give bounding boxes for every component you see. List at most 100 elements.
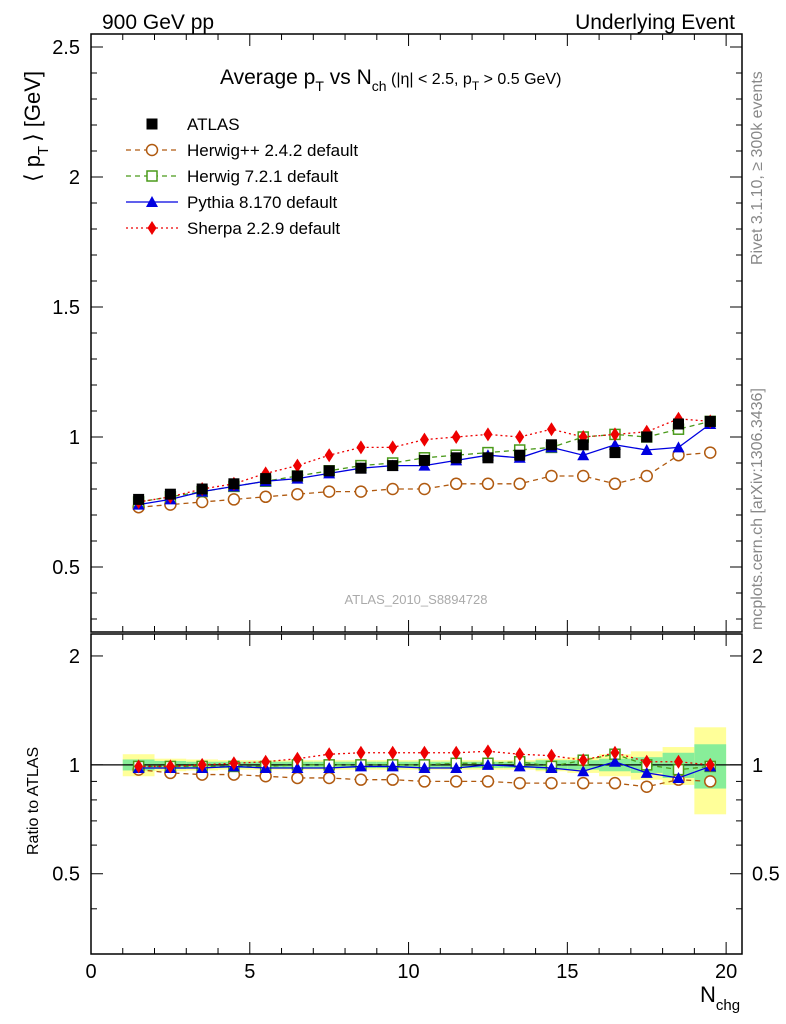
data-point [610,745,620,760]
data-point [703,446,717,459]
main-series-layer [132,411,717,514]
data-point [576,469,590,483]
legend: ATLAS Herwig++ 2.4.2 default Herwig 7.2.1 … [126,115,358,238]
data-point [356,440,366,455]
data-point [354,485,368,498]
main-y-tick-label: 0.5 [52,557,80,579]
data-point [418,454,430,466]
data-point [228,478,240,490]
legend-marker [146,118,158,130]
legend-entry: ATLAS [146,115,240,134]
data-point [608,438,621,450]
legend-entry: Sherpa 2.2.9 default [126,219,340,238]
plot-title: Average pT vs Nch (|η| < 2.5, pT > 0.5 G… [220,66,561,94]
main-series-herwig [132,446,717,514]
legend-marker [145,143,159,157]
ratio-y-tick-label-left: 1 [69,755,80,777]
data-point [324,448,334,463]
data-point [323,762,336,774]
data-point [640,469,653,483]
x-tick-label: 0 [85,961,96,983]
legend-marker [146,196,158,207]
data-point [449,775,463,788]
data-point [354,760,367,772]
ratio-y-tick-label-right: 0.5 [752,864,780,886]
main-y-tick-label: 2.5 [52,37,80,59]
data-point [387,460,399,472]
data-point [261,754,271,769]
ratio-y-tick-label-right: 1 [752,755,763,777]
data-point [386,773,399,786]
data-point [513,760,526,772]
data-point [577,765,590,777]
header-left: 900 GeV pp [102,11,214,34]
data-point [386,482,399,496]
data-point [354,773,368,786]
data-point [259,490,272,504]
data-point [165,759,175,774]
data-point [133,493,145,505]
data-point [576,776,590,790]
data-point [164,488,176,500]
data-point [608,477,622,491]
data-point [481,477,495,491]
data-point [449,477,463,491]
data-point [291,771,304,785]
data-point [451,745,461,760]
data-point [545,469,558,483]
data-point [419,745,429,760]
data-point [483,427,493,442]
data-point [323,465,335,477]
legend-marker [146,170,158,182]
data-point [481,775,495,788]
data-point [450,452,462,464]
data-point [610,427,620,442]
ratio-y-tick-label-left: 2 [69,646,80,668]
data-point [324,747,334,762]
x-tick-label: 20 [715,961,737,983]
data-point [291,487,304,501]
ratio-series-sherpa [134,744,715,774]
main-y-tick-label: 1.5 [52,297,80,319]
data-point [641,431,653,443]
mcplots-label: mcplots.cern.ch [arXiv:1306.3436] [749,388,766,630]
data-point [577,449,590,461]
ratio-axis-ticks: 0 5 10 15 20 0.5 0.5 1 1 2 2 [52,634,780,983]
data-point [672,441,685,453]
ratio-y-tick-label-left: 0.5 [52,864,80,886]
data-point [514,449,526,461]
header-right: Underlying Event [575,11,735,34]
main-y-tick-label: 2 [69,167,80,189]
data-point [515,430,525,444]
main-axis-ticks: 0.5 1 1.5 2 2.5 [52,34,742,632]
legend-label: Herwig 7.2.1 default [187,167,338,186]
data-point [515,747,525,762]
legend-entry: Herwig++ 2.4.2 default [126,141,358,160]
data-point [513,477,526,491]
data-point [355,462,367,474]
data-point [546,748,556,763]
data-point [673,754,683,769]
legend-label: Herwig++ 2.4.2 default [187,141,358,160]
data-point [578,753,588,768]
data-point [545,762,558,774]
data-point [418,762,431,774]
data-point [451,430,461,444]
data-point [196,483,208,495]
main-series-atlas [133,415,716,505]
data-point [227,493,241,506]
data-point [642,754,652,769]
data-point [356,745,366,760]
legend-label: Pythia 8.170 default [187,193,338,212]
data-point [577,439,589,451]
data-point [322,485,336,498]
data-point [418,482,431,496]
data-point [292,751,302,766]
main-y-tick-label: 1 [69,427,80,449]
data-point [229,756,239,771]
data-point [545,439,557,451]
data-point [482,452,494,464]
legend-entry: Herwig 7.2.1 default [126,167,338,186]
data-point [386,760,399,772]
data-point [609,447,621,459]
